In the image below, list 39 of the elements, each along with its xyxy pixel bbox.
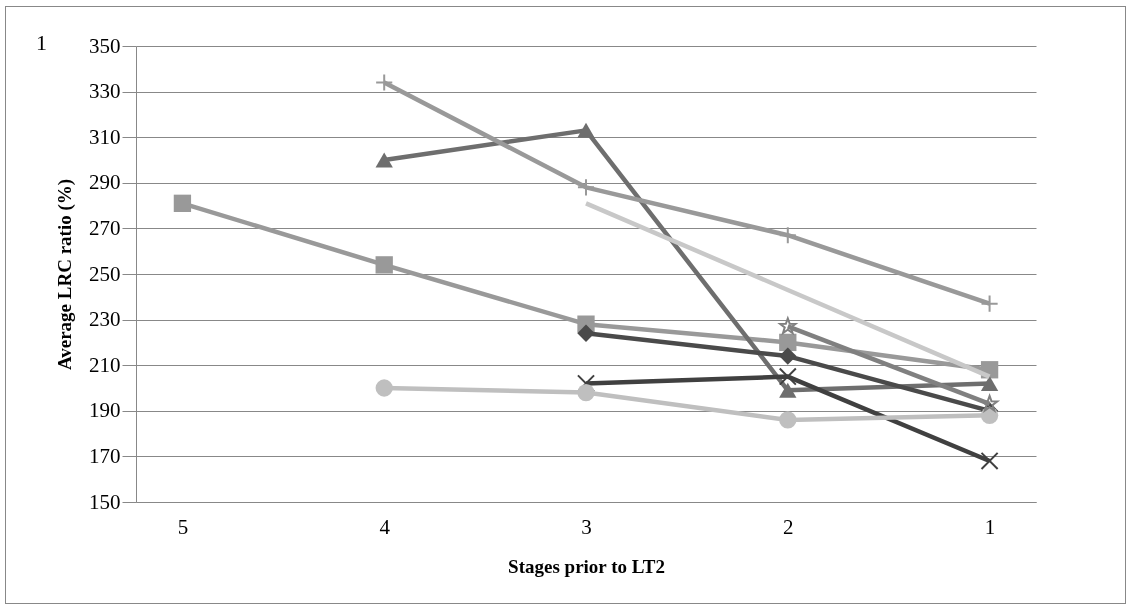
x-tick-label: 1 — [984, 514, 996, 539]
y-axis-title: Average LRC ratio (%) — [54, 178, 76, 371]
x-axis-title: Stages prior to LT2 — [508, 555, 665, 577]
x-tick-label: 3 — [581, 514, 592, 539]
y-tick-label: 310 — [89, 124, 121, 149]
point — [375, 73, 394, 92]
y-tick-label: 150 — [89, 489, 121, 514]
y-tick-label: 190 — [89, 398, 121, 423]
y-tick-label: 250 — [89, 261, 121, 286]
point — [779, 347, 797, 365]
point — [577, 324, 595, 342]
point — [779, 411, 797, 429]
y-tick-label: 270 — [89, 215, 121, 240]
y-tick-label: 230 — [89, 307, 121, 332]
point — [375, 256, 393, 274]
point — [375, 152, 393, 168]
point — [375, 379, 393, 397]
point — [779, 317, 797, 334]
point — [980, 294, 999, 313]
point — [577, 383, 595, 402]
x-tick-label: 2 — [783, 514, 794, 539]
point — [576, 178, 596, 197]
point — [173, 194, 192, 212]
point — [778, 367, 797, 386]
x-tick-label: 5 — [177, 514, 189, 539]
point — [778, 226, 797, 245]
point — [779, 382, 797, 398]
y-tick-label: 350 — [89, 33, 121, 58]
y-tick-label: 330 — [89, 79, 121, 104]
point — [980, 394, 999, 412]
point — [577, 122, 595, 138]
x-tick-label: 4 — [379, 514, 391, 539]
point — [980, 375, 999, 391]
point — [779, 333, 797, 352]
text: 1 — [36, 30, 47, 56]
point — [980, 451, 999, 471]
y-tick-label: 210 — [89, 352, 121, 377]
y-tick-label: 290 — [89, 170, 121, 195]
y-tick-label: 170 — [89, 443, 121, 468]
